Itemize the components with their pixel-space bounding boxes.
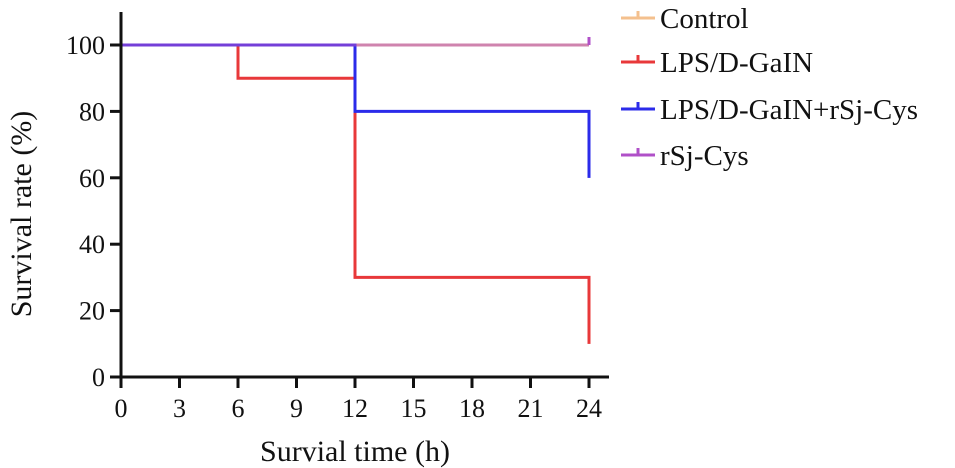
legend-label: LPS/D-GaIN xyxy=(660,47,813,79)
y-tick-label: 0 xyxy=(92,363,105,392)
x-tick-label: 12 xyxy=(342,394,368,423)
legend-label: Control xyxy=(660,3,749,35)
x-tick-label: 15 xyxy=(401,394,427,423)
y-axis-title: Survival rate (%) xyxy=(5,111,38,318)
y-tick-label: 100 xyxy=(66,31,105,60)
legend: Control LPS/D-GaIN LPS/D-GaIN+rSj-Cys rSj-C… xyxy=(621,3,918,172)
legend-label: LPS/D-GaIN+rSj-Cys xyxy=(660,94,918,126)
x-tick-label: 21 xyxy=(518,394,544,423)
axes xyxy=(119,12,609,379)
y-tick-label: 40 xyxy=(79,230,105,259)
legend-label: rSj-Cys xyxy=(660,140,749,172)
x-tick-label: 18 xyxy=(459,394,485,423)
y-ticks: 0 20 40 60 80 100 xyxy=(66,31,121,392)
x-tick-label: 3 xyxy=(173,394,186,423)
y-tick-label: 20 xyxy=(79,297,105,326)
plot-lines xyxy=(121,37,591,344)
x-ticks: 0 3 6 9 12 15 18 21 24 xyxy=(115,377,602,423)
x-tick-label: 6 xyxy=(232,394,245,423)
x-tick-label: 9 xyxy=(290,394,303,423)
x-tick-label: 24 xyxy=(576,394,602,423)
y-tick-label: 60 xyxy=(79,164,105,193)
y-tick-label: 80 xyxy=(79,97,105,126)
x-axis-title: Survial time (h) xyxy=(260,435,450,468)
x-tick-label: 0 xyxy=(115,394,128,423)
